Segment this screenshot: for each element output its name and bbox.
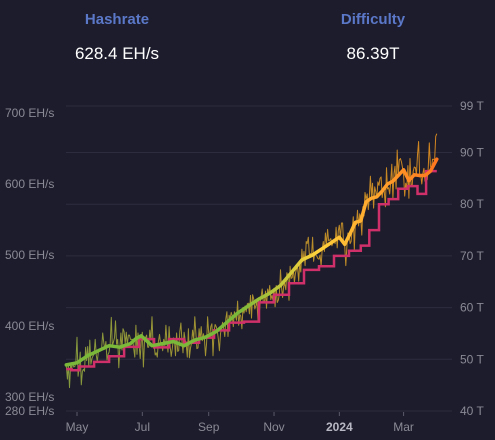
x-tick-label: Nov bbox=[263, 420, 284, 434]
hashrate-average-line bbox=[64, 157, 439, 367]
hashrate-label: Hashrate bbox=[84, 11, 150, 28]
y-right-tick-label: 40 T bbox=[460, 404, 484, 418]
grid-layer bbox=[66, 105, 452, 412]
x-tick-label: 2024 bbox=[326, 420, 353, 434]
difficulty-stat: Difficulty 86.39T bbox=[293, 10, 453, 66]
x-axis: May Jul Sep Nov 2024 Mar bbox=[66, 412, 414, 434]
difficulty-value: 86.39T bbox=[346, 44, 400, 63]
y-right-tick-label: 99 T bbox=[460, 99, 484, 113]
x-tick-label: Mar bbox=[393, 420, 414, 434]
hashrate-value: 628.4 EH/s bbox=[74, 44, 160, 63]
y-right-tick-label: 60 T bbox=[460, 301, 484, 315]
y-left-tick-label: 300 EH/s bbox=[5, 390, 54, 404]
y-right-tick-label: 90 T bbox=[460, 146, 484, 160]
hashrate-stat: Hashrate 628.4 EH/s bbox=[37, 10, 197, 66]
y-right-tick-label: 80 T bbox=[460, 197, 484, 211]
y-axis-right: 40 T 50 T 60 T 70 T 80 T 90 T 99 T bbox=[460, 99, 484, 418]
y-left-tick-label: 600 EH/s bbox=[5, 177, 54, 191]
series-layer bbox=[64, 133, 439, 389]
y-right-tick-label: 70 T bbox=[460, 249, 484, 263]
y-left-tick-label: 700 EH/s bbox=[5, 106, 54, 120]
y-right-tick-label: 50 T bbox=[460, 352, 484, 366]
x-tick-label: Jul bbox=[135, 420, 150, 434]
x-tick-label: Sep bbox=[198, 420, 220, 434]
difficulty-label: Difficulty bbox=[340, 11, 406, 28]
x-tick-label: May bbox=[66, 420, 89, 434]
y-left-tick-label: 280 EH/s bbox=[5, 404, 54, 418]
y-left-tick-label: 400 EH/s bbox=[5, 319, 54, 333]
difficulty-step-line bbox=[66, 169, 437, 372]
hashrate-raw-line bbox=[65, 133, 438, 389]
y-left-tick-label: 500 EH/s bbox=[5, 248, 54, 262]
